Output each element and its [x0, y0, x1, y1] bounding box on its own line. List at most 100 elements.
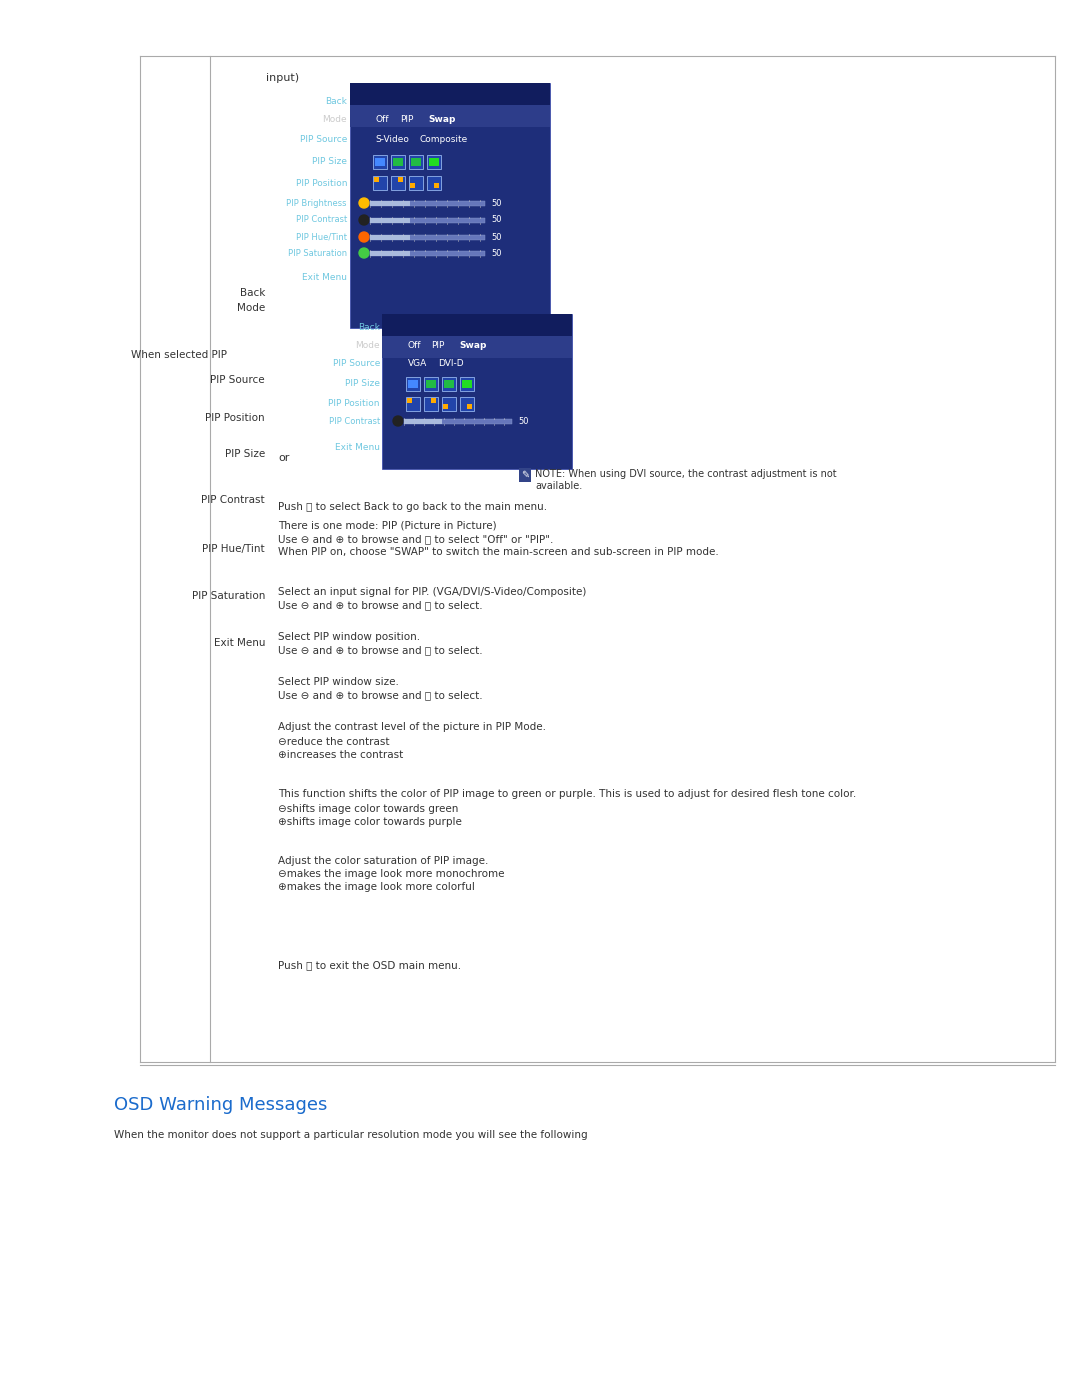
Text: This function shifts the color of PIP image to green or purple. This is used to : This function shifts the color of PIP im…: [278, 789, 856, 799]
Text: Back: Back: [325, 96, 347, 106]
Bar: [406, 377, 420, 391]
Bar: [442, 397, 456, 411]
Text: 50: 50: [491, 232, 501, 242]
Bar: [519, 468, 531, 482]
Bar: [407, 398, 411, 402]
Circle shape: [359, 198, 369, 208]
Bar: [370, 218, 485, 222]
Text: PIP Source: PIP Source: [299, 136, 347, 144]
Bar: [382, 337, 572, 358]
Bar: [467, 404, 472, 409]
Text: or: or: [278, 453, 289, 462]
Bar: [427, 155, 441, 169]
Bar: [424, 377, 438, 391]
Text: ⊕increases the contrast: ⊕increases the contrast: [278, 750, 403, 760]
Text: PIP Position: PIP Position: [328, 400, 380, 408]
Bar: [350, 105, 550, 127]
Text: When PIP on, choose "SWAP" to switch the main-screen and sub-screen in PIP mode.: When PIP on, choose "SWAP" to switch the…: [278, 548, 719, 557]
Text: VGA: VGA: [408, 359, 428, 369]
Text: PIP Size: PIP Size: [225, 448, 265, 460]
Bar: [406, 397, 420, 411]
Text: Composite: Composite: [420, 136, 469, 144]
Bar: [409, 155, 423, 169]
Text: Exit Menu: Exit Menu: [214, 638, 265, 648]
Bar: [462, 380, 472, 388]
Text: Exit Menu: Exit Menu: [302, 274, 347, 282]
Bar: [370, 235, 410, 239]
Bar: [411, 158, 421, 166]
Text: Push Ⓑ to select Back to go back to the main menu.: Push Ⓑ to select Back to go back to the …: [278, 502, 548, 511]
Text: DVI-D: DVI-D: [438, 359, 463, 369]
Bar: [427, 176, 441, 190]
Text: ⊕shifts image color towards purple: ⊕shifts image color towards purple: [278, 817, 462, 827]
Bar: [382, 314, 572, 337]
Text: PIP Hue/Tint: PIP Hue/Tint: [296, 232, 347, 242]
Text: PIP Contrast: PIP Contrast: [296, 215, 347, 225]
Bar: [424, 397, 438, 411]
Text: ⊖makes the image look more monochrome: ⊖makes the image look more monochrome: [278, 869, 504, 879]
Text: PIP: PIP: [431, 341, 444, 351]
Text: PIP Brightness: PIP Brightness: [286, 198, 347, 208]
Bar: [444, 380, 454, 388]
Circle shape: [359, 215, 369, 225]
Text: Off: Off: [375, 116, 389, 124]
Bar: [431, 398, 436, 402]
Bar: [460, 397, 474, 411]
Text: PIP Contrast: PIP Contrast: [328, 416, 380, 426]
Text: Swap: Swap: [459, 341, 486, 351]
Bar: [370, 218, 410, 222]
Text: When selected PIP: When selected PIP: [131, 351, 227, 360]
Bar: [410, 183, 415, 189]
Bar: [373, 176, 387, 190]
Circle shape: [393, 416, 403, 426]
Circle shape: [359, 232, 369, 242]
Text: 50: 50: [491, 249, 501, 257]
Bar: [382, 314, 572, 469]
Text: Use ⊖ and ⊕ to browse and Ⓑ to select.: Use ⊖ and ⊕ to browse and Ⓑ to select.: [278, 690, 483, 700]
Text: PIP Source: PIP Source: [333, 359, 380, 369]
Text: Select PIP window size.: Select PIP window size.: [278, 678, 399, 687]
Text: Mode: Mode: [322, 116, 347, 124]
Bar: [426, 380, 436, 388]
Text: PIP Position: PIP Position: [296, 179, 347, 187]
Bar: [393, 158, 403, 166]
Bar: [350, 82, 550, 105]
Text: Select an input signal for PIP. (VGA/DVI/S-Video/Composite): Select an input signal for PIP. (VGA/DVI…: [278, 587, 586, 597]
Text: Swap: Swap: [428, 116, 456, 124]
Bar: [391, 176, 405, 190]
Text: Use ⊖ and ⊕ to browse and Ⓑ to select.: Use ⊖ and ⊕ to browse and Ⓑ to select.: [278, 599, 483, 610]
Circle shape: [359, 249, 369, 258]
Text: There is one mode: PIP (Picture in Picture): There is one mode: PIP (Picture in Pictu…: [278, 521, 497, 531]
Text: Use ⊖ and ⊕ to browse and Ⓑ to select.: Use ⊖ and ⊕ to browse and Ⓑ to select.: [278, 645, 483, 655]
Text: PIP Size: PIP Size: [345, 380, 380, 388]
Bar: [370, 201, 485, 205]
Bar: [460, 377, 474, 391]
Text: Back: Back: [359, 324, 380, 332]
Bar: [429, 158, 438, 166]
Bar: [350, 82, 550, 328]
Bar: [370, 235, 485, 239]
Bar: [442, 377, 456, 391]
Text: PIP Contrast: PIP Contrast: [201, 495, 265, 504]
Text: Push Ⓑ to exit the OSD main menu.: Push Ⓑ to exit the OSD main menu.: [278, 960, 461, 970]
Bar: [404, 419, 512, 423]
Text: Exit Menu: Exit Menu: [335, 443, 380, 453]
Text: PIP Saturation: PIP Saturation: [288, 249, 347, 257]
Text: PIP Saturation: PIP Saturation: [191, 591, 265, 601]
Text: Off: Off: [408, 341, 421, 351]
Bar: [375, 158, 384, 166]
Text: ⊕makes the image look more colorful: ⊕makes the image look more colorful: [278, 882, 475, 893]
Text: OSD Warning Messages: OSD Warning Messages: [114, 1097, 327, 1113]
Text: When the monitor does not support a particular resolution mode you will see the : When the monitor does not support a part…: [114, 1130, 588, 1140]
Text: PIP Position: PIP Position: [205, 414, 265, 423]
Text: PIP Hue/Tint: PIP Hue/Tint: [202, 543, 265, 555]
Bar: [409, 176, 423, 190]
Bar: [404, 419, 442, 423]
Text: PIP Size: PIP Size: [312, 158, 347, 166]
Text: Back: Back: [240, 288, 265, 298]
Text: 50: 50: [491, 215, 501, 225]
Text: ⊖reduce the contrast: ⊖reduce the contrast: [278, 738, 390, 747]
Text: input): input): [266, 73, 299, 82]
Bar: [370, 250, 485, 256]
Bar: [370, 250, 410, 256]
